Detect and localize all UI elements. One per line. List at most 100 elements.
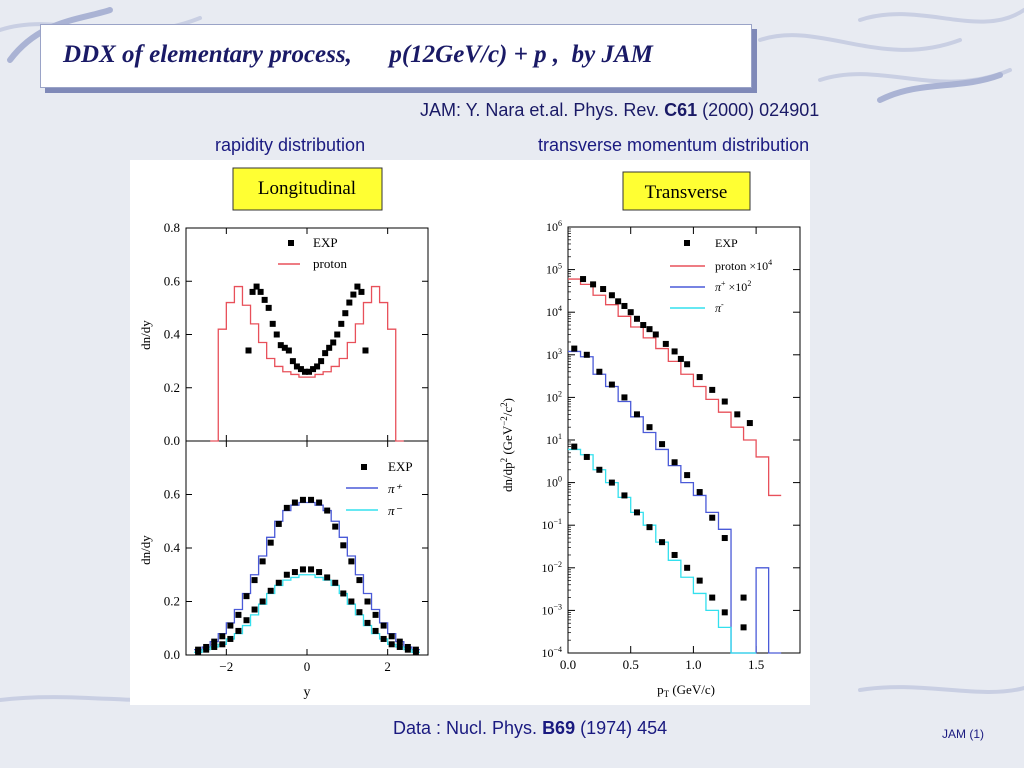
data-point — [342, 310, 349, 317]
data-point — [249, 288, 256, 295]
data-point — [340, 590, 347, 597]
series-line — [194, 574, 420, 653]
data-point — [734, 411, 741, 418]
data-reference-prefix: Data : Nucl. Phys. — [393, 718, 543, 738]
data-point — [671, 459, 678, 466]
data-point — [318, 358, 325, 365]
reference-suffix: (2000) 024901 — [697, 100, 820, 120]
data-point — [615, 298, 622, 305]
xtick-label: 2 — [384, 659, 391, 674]
bottom-legend-piminus: π⁻ — [388, 503, 403, 518]
ytick-label: 10−3 — [541, 602, 562, 617]
data-point — [195, 649, 202, 656]
data-reference-suffix: (1974) 454 — [575, 718, 668, 738]
data-point — [372, 611, 379, 618]
ytick-label: 106 — [546, 219, 562, 234]
data-point — [684, 472, 691, 479]
ytick-label: 0.4 — [164, 540, 181, 555]
xtick-label: 1.5 — [748, 657, 764, 672]
data-point — [283, 504, 290, 511]
series-line — [568, 278, 782, 497]
bottom-legend: EXP π⁺ π⁻ — [346, 459, 413, 518]
data-point — [348, 598, 355, 605]
data-point — [646, 326, 653, 333]
bottom-legend-piplus: π⁺ — [388, 481, 403, 496]
data-point — [596, 466, 603, 473]
data-point — [721, 535, 728, 542]
ytick-label: 0.4 — [164, 327, 181, 342]
data-point — [646, 424, 653, 431]
data-point — [235, 627, 242, 634]
data-point — [356, 577, 363, 584]
data-point — [301, 368, 308, 375]
data-point — [330, 339, 337, 346]
data-point — [310, 366, 317, 373]
data-point — [364, 619, 371, 626]
xtick-label: 1.0 — [685, 657, 701, 672]
transverse-legend-piplus: π+ ×102 — [715, 279, 751, 294]
ytick-label: 0.8 — [164, 220, 180, 235]
data-point — [285, 347, 292, 354]
data-point — [740, 624, 747, 631]
data-point — [308, 496, 315, 503]
reference-line: JAM: Y. Nara et.al. Phys. Rev. C61 (2000… — [420, 100, 819, 121]
data-point — [684, 564, 691, 571]
longitudinal-badge: Longitudinal — [232, 167, 383, 211]
data-point — [696, 577, 703, 584]
top-legend: EXP proton — [278, 235, 347, 271]
data-point — [646, 524, 653, 531]
data-point — [590, 281, 597, 288]
data-point — [627, 309, 634, 316]
data-point — [346, 299, 353, 306]
data-point — [324, 507, 331, 514]
data-point — [338, 320, 345, 327]
slide-title: DDX of elementary process, p(12GeV/c) + … — [63, 41, 653, 68]
data-point — [671, 551, 678, 558]
data-point — [412, 649, 419, 656]
data-point — [740, 594, 747, 601]
data-point — [299, 566, 306, 573]
data-point — [721, 609, 728, 616]
bottom-xlabel: y — [304, 685, 311, 700]
transverse-badge-label: Transverse — [645, 182, 728, 203]
data-point — [211, 643, 218, 650]
data-point — [243, 593, 250, 600]
data-point — [289, 358, 296, 365]
data-point — [652, 331, 659, 338]
top-ylabel: dn/dy — [138, 320, 153, 350]
series-line — [210, 285, 404, 442]
data-point — [356, 609, 363, 616]
data-point — [696, 374, 703, 381]
data-point — [235, 611, 242, 618]
transverse-xlabel: pT (GeV/c) — [657, 682, 715, 699]
data-point — [340, 542, 347, 549]
data-point — [316, 499, 323, 506]
ytick-label: 101 — [546, 432, 562, 447]
reference-prefix: JAM: Y. Nara et.al. Phys. Rev. — [420, 100, 665, 120]
ytick-label: 102 — [546, 389, 562, 404]
data-point — [261, 296, 268, 303]
data-point — [709, 514, 716, 521]
longitudinal-badge-label: Longitudinal — [258, 178, 356, 199]
data-point — [358, 288, 365, 295]
title-box: DDX of elementary process, p(12GeV/c) + … — [40, 24, 752, 88]
data-point — [334, 331, 341, 338]
ytick-label: 0.6 — [164, 487, 181, 502]
data-point — [350, 291, 357, 298]
data-point — [227, 635, 234, 642]
data-point — [316, 569, 323, 576]
transverse-legend-proton: proton ×104 — [715, 258, 772, 273]
data-point — [259, 558, 266, 565]
data-point — [362, 347, 369, 354]
data-point — [273, 331, 280, 338]
ytick-label: 10−2 — [541, 560, 562, 575]
data-reference: Data : Nucl. Phys. B69 (1974) 454 — [393, 718, 667, 739]
longitudinal-top-frame — [185, 227, 429, 442]
data-point — [396, 643, 403, 650]
data-point — [662, 340, 669, 347]
figure-panel: Longitudinal Transverse 0.0 0.2 0.4 0.6 0.8 … — [130, 160, 810, 705]
longitudinal-bottom-chart: 0.0 0.2 0.4 0.6 −2 0 2 — [164, 441, 428, 674]
data-point — [243, 617, 250, 624]
transverse-legend-exp: EXP — [715, 236, 738, 250]
data-point — [267, 587, 274, 594]
